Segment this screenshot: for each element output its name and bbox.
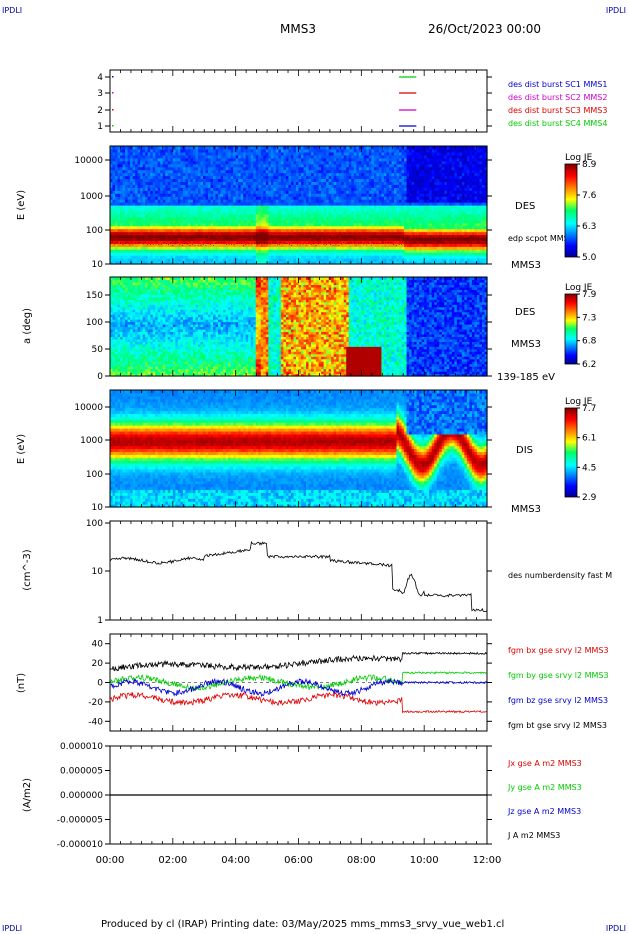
current-legend-label: Jz gse A m2 MMS3 [507, 807, 581, 816]
des-pitch-colorbar [565, 294, 577, 364]
bfield-series-line [110, 672, 487, 690]
bfield-series-line [110, 692, 487, 712]
dis-energy-colorbar-tick-label: 7.7 [582, 404, 596, 414]
des-pitch-colorbar-tick-label: 7.3 [582, 313, 596, 323]
x-tick-label: 08:00 [347, 855, 376, 866]
current-y-tick-label: 0.000010 [60, 742, 103, 752]
density-y-tick-label: 1 [97, 616, 103, 626]
density-ylabel: (cm^-3) [22, 549, 33, 590]
dis-energy-instrument-label: DIS [516, 445, 533, 456]
burst-dot [112, 76, 114, 78]
current-y-tick-label: 0.000000 [60, 791, 103, 801]
dis-energy-spectrogram [110, 390, 488, 508]
current-y-tick-label: 0.000005 [60, 767, 103, 777]
plot-area: 4 3 2 1 des dist burst SC1 MMS1 des dist burs… [0, 0, 630, 934]
bfield-ylabel: (nT) [16, 673, 27, 693]
bfield-y-tick-label: -20 [88, 698, 103, 708]
des-energy-ylabel: E (eV) [16, 190, 27, 220]
des-pitch-colorbar-tick-label: 6.2 [582, 360, 596, 370]
des-energy-instrument-label: DES [515, 201, 535, 212]
burst-legend-label: des dist burst SC2 MMS2 [508, 93, 607, 102]
footer-credit: Produced by cl (IRAP) Printing date: 03/… [101, 919, 504, 930]
bfield-legend-label: fgm bx gse srvy l2 MMS3 [508, 646, 609, 655]
current-y-tick-label: -0.000005 [57, 816, 103, 826]
des-energy-colorbar-tick-label: 6.3 [582, 222, 596, 232]
x-tick-label: 00:00 [96, 855, 125, 866]
dis-energy-colorbar [565, 408, 577, 497]
dis-energy-colorbar-tick-label: 6.1 [582, 434, 596, 444]
current-y-tick-label: -0.000010 [57, 840, 103, 850]
density-y-tick-label: 10 [92, 567, 104, 577]
burst-dot [112, 92, 114, 94]
burst-y-tick-label: 3 [97, 89, 103, 99]
dis-energy-y-tick-label: 10 [92, 503, 104, 513]
burst-legend-label: des dist burst SC3 MMS3 [508, 106, 607, 115]
burst-panel-frame [110, 70, 487, 132]
bfield-y-tick-label: -40 [88, 717, 103, 727]
burst-y-tick-label: 4 [97, 73, 103, 83]
x-tick-label: 04:00 [221, 855, 250, 866]
current-legend-label: Jx gse A m2 MMS3 [507, 759, 582, 768]
dis-energy-colorbar-tick-label: 2.9 [582, 493, 597, 503]
des-pitch-y-tick-label: 100 [86, 318, 103, 328]
des-pitch-colorbar-tick-label: 6.8 [582, 337, 597, 347]
dis-energy-sc-label: MMS3 [511, 504, 541, 515]
x-tick-label: 10:00 [410, 855, 439, 866]
burst-legend-label: des dist burst SC4 MMS4 [508, 119, 607, 128]
density-y-tick-label: 100 [86, 519, 103, 529]
des-energy-colorbar-tick-label: 7.6 [582, 191, 597, 201]
des-pitch-colorbar-tick-label: 7.9 [582, 290, 597, 300]
bfield-legend-label: fgm bz gse srvy l2 MMS3 [508, 696, 608, 705]
des-pitch-instrument-label: DES [515, 307, 535, 318]
des-energy-y-tick-label: 10000 [74, 156, 103, 166]
bfield-y-tick-label: 0 [97, 679, 103, 689]
des-energy-colorbar-tick-label: 5.0 [582, 253, 597, 263]
dis-energy-y-tick-label: 1000 [80, 436, 103, 446]
burst-y-tick-label: 1 [97, 122, 103, 132]
density-series-line [110, 542, 487, 611]
des-energy-y-tick-label: 100 [86, 226, 103, 236]
x-tick-label: 06:00 [284, 855, 313, 866]
des-pitch-ylabel: a (deg) [22, 308, 33, 344]
bfield-series-line [110, 652, 487, 670]
des-energy-colorbar-tick-label: 8.9 [582, 160, 597, 170]
dis-energy-y-tick-label: 100 [86, 470, 103, 480]
bfield-y-tick-label: 40 [92, 640, 104, 650]
des-pitch-y-tick-label: 50 [92, 345, 104, 355]
dis-energy-y-tick-label: 10000 [74, 403, 103, 413]
current-ylabel: (A/m2) [22, 778, 33, 812]
burst-legend-label: des dist burst SC1 MMS1 [508, 80, 607, 89]
x-tick-label: 02:00 [158, 855, 187, 866]
current-legend-label: J A m2 MMS3 [507, 831, 560, 840]
des-energy-y-tick-label: 10 [92, 260, 104, 270]
density-frame [110, 521, 487, 620]
burst-dot [112, 109, 114, 111]
dis-energy-ylabel: E (eV) [16, 434, 27, 464]
current-legend-label: Jy gse A m2 MMS3 [507, 783, 582, 792]
des-pitch-sc-label: MMS3 [511, 339, 541, 350]
x-tick-label: 12:00 [473, 855, 502, 866]
des-pitch-y-tick-label: 0 [97, 372, 103, 382]
des-energy-y-tick-label: 1000 [80, 192, 103, 202]
des-pitch-energy-range-label: 139-185 eV [497, 372, 555, 383]
bfield-legend-label: fgm by gse srvy l2 MMS3 [508, 671, 609, 680]
burst-dot [112, 125, 114, 127]
bfield-legend-label: fgm bt gse srvy l2 MMS3 [508, 721, 607, 730]
des-pitch-y-tick-label: 150 [86, 291, 103, 301]
des-energy-sc-label: MMS3 [511, 260, 541, 271]
density-legend-label: des numberdensity fast M [508, 571, 612, 580]
edp-scpot-label: edp scpot MMS3 [508, 234, 574, 243]
des-energy-spectrogram [110, 146, 488, 265]
dis-energy-colorbar-tick-label: 4.5 [582, 463, 596, 473]
bfield-series-line [110, 679, 487, 696]
des-energy-colorbar [565, 164, 577, 257]
des-pitch-spectrogram [110, 277, 488, 377]
burst-y-tick-label: 2 [97, 106, 103, 116]
bfield-y-tick-label: 20 [92, 659, 104, 669]
